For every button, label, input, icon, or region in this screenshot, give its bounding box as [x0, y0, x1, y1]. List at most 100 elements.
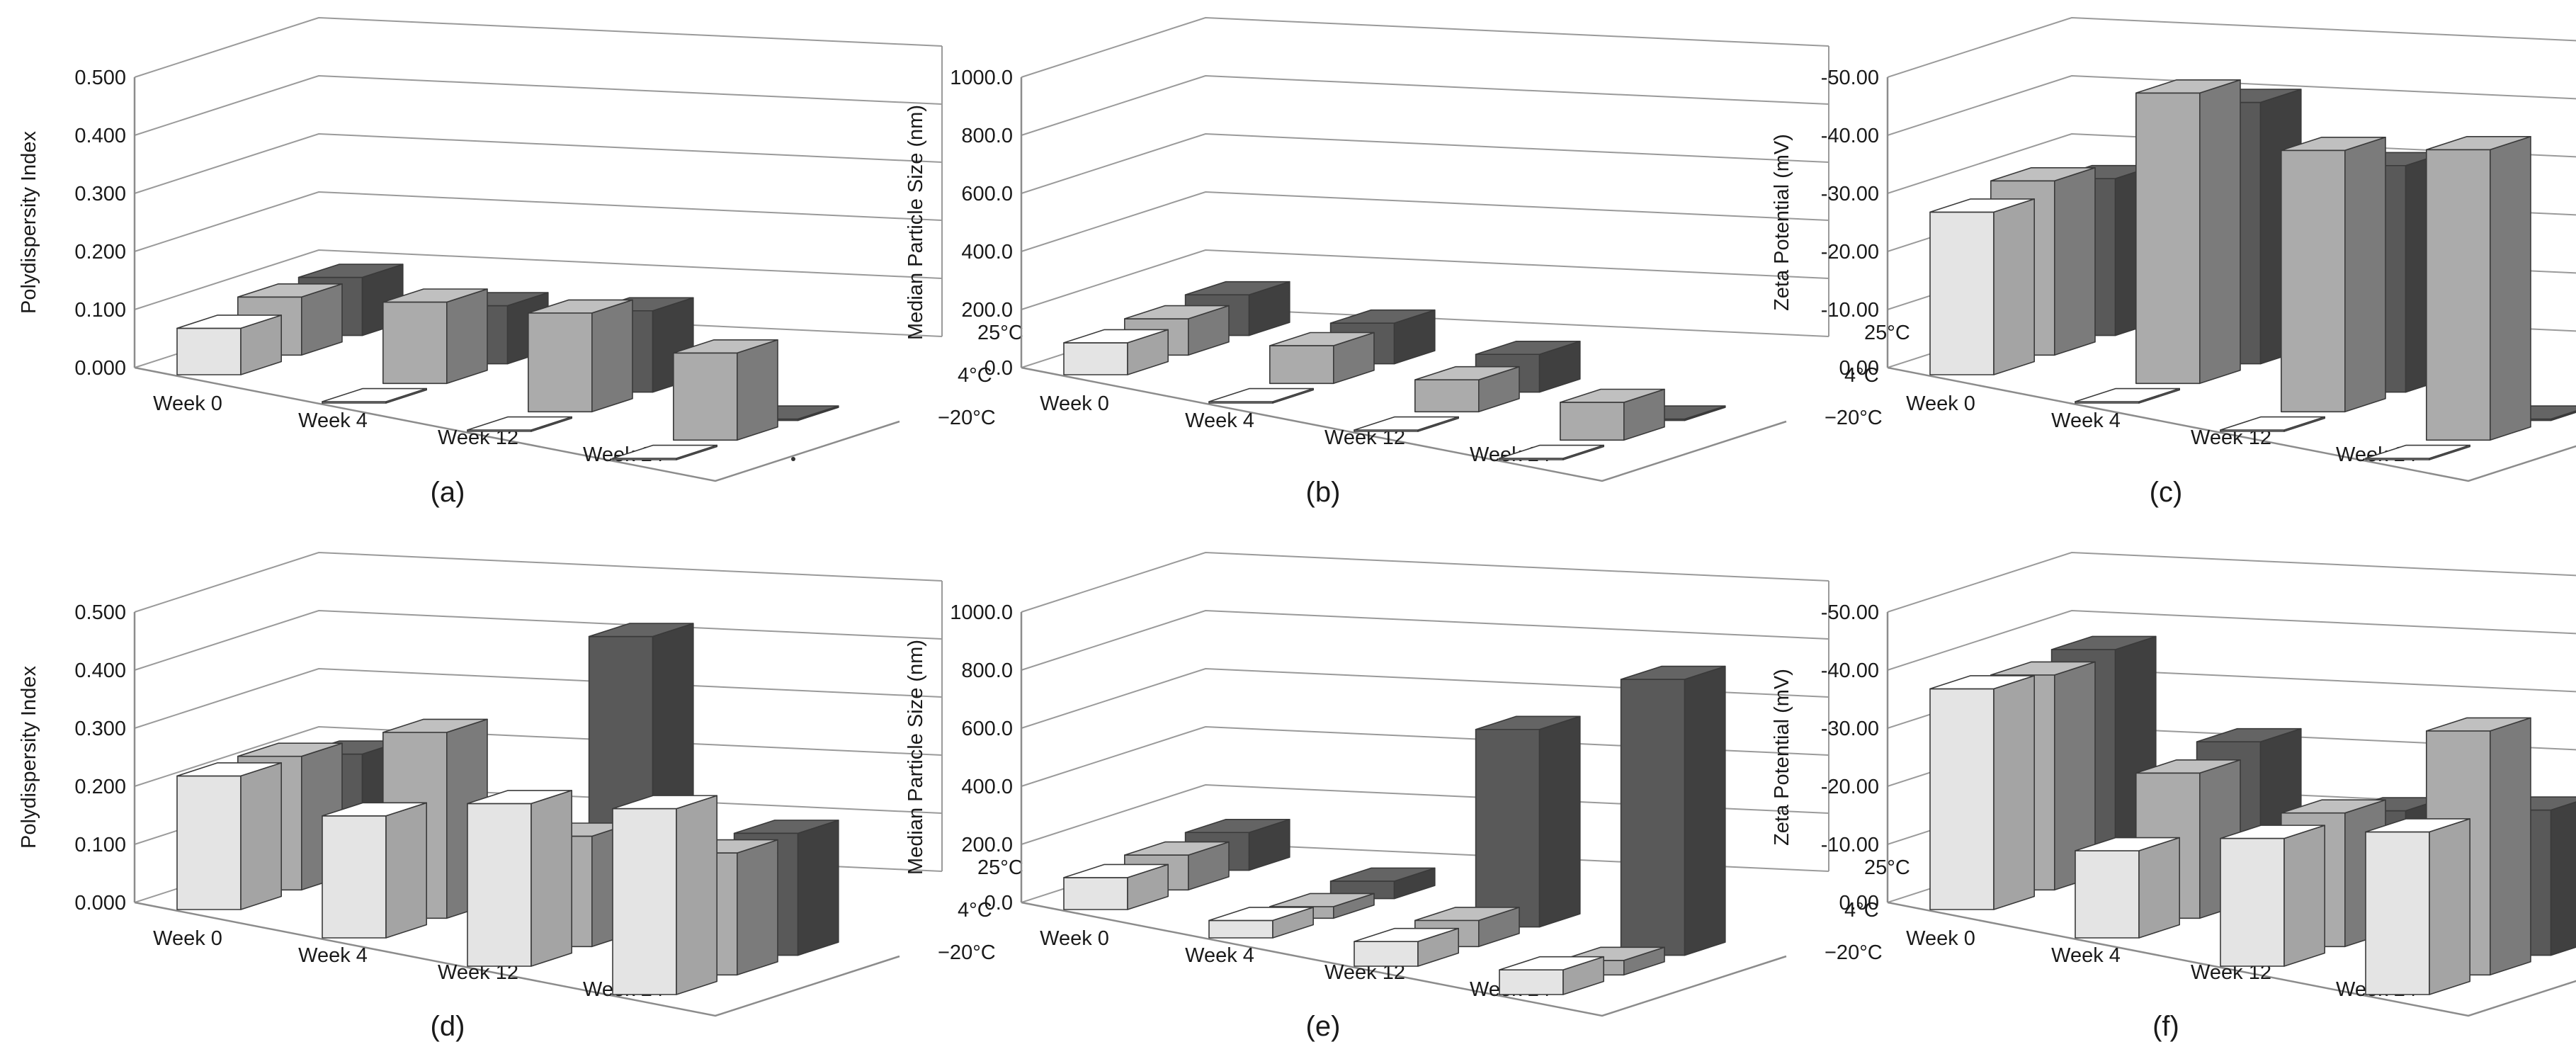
gridline: [1887, 609, 2576, 671]
floor-edge: [1887, 366, 2576, 482]
gridline: [1021, 249, 1829, 310]
y-tick-label: 0.000: [74, 892, 126, 914]
y-tick-label: 0.0: [985, 357, 1013, 380]
panel-c-plot: 0.00 -10.00 -20.00 -30.00 -40.00 -50.00 Zeta P…: [1771, 16, 2576, 482]
y-tick-label: 0.100: [74, 299, 126, 322]
bar-top: [1499, 956, 1604, 970]
x-category-label: Week 4: [2051, 409, 2121, 432]
series-depth-label: 4°C: [958, 364, 992, 387]
y-tick-label: 0.300: [74, 718, 126, 740]
panel-c-label: (c): [2150, 477, 2183, 508]
panel-e-plot: 0.0 200.0 400.0 600.0 800.0 1000.0 Median Part…: [904, 551, 1910, 1017]
panel-d: 0.000 0.100 0.200 0.300 0.400 0.500 Polydisper…: [18, 551, 1023, 1042]
bar-side: [676, 795, 718, 995]
y-tick-label: 0.500: [74, 601, 126, 624]
bar-front: [1620, 679, 1686, 956]
bar-front: [1499, 969, 1564, 995]
gridline: [134, 16, 943, 78]
bar-front: [2135, 92, 2201, 385]
bar-front: [1208, 919, 1273, 939]
y-tick-label: 600.0: [961, 183, 1013, 205]
y-tick-label: -30.00: [1821, 183, 1879, 205]
bar-top: [2050, 635, 2157, 650]
gridline: [134, 725, 943, 787]
bar-top: [1329, 309, 1436, 324]
bar-top: [297, 264, 404, 278]
bar-front: [612, 808, 677, 995]
bar-top: [527, 299, 633, 314]
bar-front: [1063, 877, 1128, 910]
gridline: [134, 667, 943, 729]
y-tick-label: 400.0: [961, 241, 1013, 264]
bar-top: [672, 339, 778, 354]
bar-side: [385, 802, 428, 939]
panel-a-bars: [176, 264, 839, 460]
y-tick-label: -30.00: [1821, 718, 1879, 740]
x-category-label: Week 0: [1906, 927, 1975, 950]
y-axis-title: Zeta Potential (mV): [1771, 669, 1793, 846]
bar-top: [1208, 907, 1314, 922]
bar-top: [2281, 137, 2386, 152]
x-category-label: Week 4: [1185, 944, 1254, 967]
x-category-label: Week 4: [298, 409, 368, 432]
bar-side: [1538, 715, 1581, 928]
bar-front: [176, 775, 242, 910]
panel-b-plot: 0.0 200.0 400.0 600.0 800.0 1000.0 Median Part…: [904, 16, 1910, 482]
bar-side: [2429, 818, 2470, 995]
panel-b-bars: [1063, 281, 1726, 460]
bar-top: [382, 288, 488, 303]
gridline: [1021, 16, 1829, 78]
gridline: [1021, 609, 1829, 671]
x-category-label: Week 4: [298, 944, 368, 967]
gridline: [134, 609, 943, 671]
bar-top: [1929, 675, 2035, 690]
bar-front: [527, 312, 593, 413]
bar-front: [1560, 402, 1625, 441]
x-category-label: Week 4: [1185, 409, 1254, 432]
y-tick-label: 0.200: [74, 241, 126, 264]
gridline: [1021, 191, 1829, 252]
bar-top: [1124, 305, 1230, 319]
bar-side: [737, 839, 778, 976]
gridline: [1021, 74, 1829, 136]
x-category-label: Week 0: [1040, 927, 1109, 950]
x-category-label: Week 0: [1906, 392, 1975, 415]
bar-top: [2426, 136, 2531, 151]
bar-side: [2054, 167, 2096, 356]
bar-top: [1620, 665, 1726, 680]
bar-top: [1414, 907, 1520, 922]
bar-top: [1990, 661, 2096, 676]
bar-top: [1269, 893, 1375, 907]
bar-side: [1684, 665, 1726, 956]
bar-top: [1560, 388, 1665, 403]
series-depth-label: 25°C: [977, 322, 1023, 344]
bar-side: [240, 762, 283, 910]
gridline: [1021, 551, 1829, 613]
bar-top: [588, 623, 694, 638]
gridline: [1887, 551, 2576, 613]
bar-front: [1354, 941, 1419, 967]
bar-side: [797, 820, 839, 956]
panel-f-bars: [1929, 635, 2576, 995]
gridline: [1887, 16, 2576, 78]
panel-c: 0.00 -10.00 -20.00 -30.00 -40.00 -50.00 Zeta P…: [1771, 16, 2576, 508]
bar-side: [2490, 136, 2531, 441]
series-depth-label: 25°C: [977, 856, 1023, 879]
y-tick-label: 200.0: [961, 299, 1013, 322]
bar-front: [2426, 149, 2491, 441]
y-axis-title: Median Particle Size (nm): [904, 105, 927, 340]
x-category-label: Week 0: [1040, 392, 1109, 415]
panel-d-plot: 0.000 0.100 0.200 0.300 0.400 0.500 Polydisper…: [18, 551, 1023, 1017]
y-tick-label: 0.000: [74, 357, 126, 380]
bar-side: [2138, 837, 2180, 939]
bar-top: [2281, 799, 2386, 814]
y-tick-label: -10.00: [1821, 834, 1879, 856]
bar-top: [237, 742, 343, 757]
bar-top: [733, 820, 839, 834]
panel-f-plot: 0.00 -10.00 -20.00 -30.00 -40.00 -50.00 Zeta P…: [1771, 551, 2576, 1017]
gridline: [1887, 74, 2576, 136]
bar-top: [322, 802, 428, 817]
bar-side: [737, 339, 778, 441]
series-depth-label: 4°C: [1844, 899, 1879, 922]
bar-side: [530, 790, 573, 967]
